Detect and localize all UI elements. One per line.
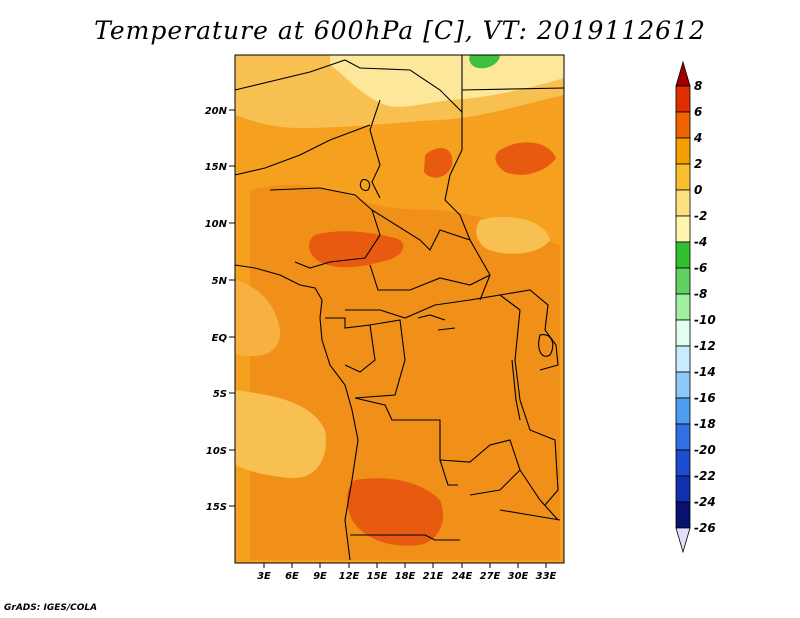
lat-axis: [229, 109, 235, 507]
lon-label: 30E: [508, 571, 529, 582]
field-hot-sudan: [495, 142, 556, 175]
colorbar-segment: [675, 189, 691, 217]
colorbar-segment: [675, 215, 691, 243]
lake-victoria: [538, 334, 554, 357]
border-great-lakes: [514, 309, 559, 506]
lat-label: 5N: [212, 276, 228, 287]
border-angola: [354, 397, 458, 486]
chart-title: Temperature at 600hPa [C], VT: 201911261…: [94, 16, 706, 45]
border-north-sahara: [234, 55, 463, 114]
lon-label: 3E: [257, 571, 271, 582]
colorbar-segment: [675, 319, 691, 347]
colorbar-label: -26: [694, 521, 716, 535]
colorbar-segment: [675, 423, 691, 451]
map-frame: [234, 54, 565, 564]
lon-label: 27E: [480, 571, 501, 582]
country-borders: [234, 55, 565, 561]
colorbar-label: -16: [694, 391, 716, 405]
colorbar-arrow-top: [675, 60, 691, 87]
lat-label: 20N: [205, 106, 228, 117]
colorbar-label: -2: [694, 209, 707, 223]
field-hot-south: [347, 478, 444, 546]
colorbar-segment: [675, 345, 691, 373]
field-mild-east: [476, 216, 550, 254]
lat-label: 15N: [205, 162, 228, 173]
colorbar-label: -22: [694, 469, 716, 483]
border-drc-west: [354, 319, 406, 399]
lat-label: 5S: [213, 389, 227, 400]
colorbar-segment: [675, 241, 691, 269]
lake-chad: [359, 179, 371, 191]
colorbar-label: -14: [694, 365, 716, 379]
colorbar-segment: [675, 449, 691, 477]
temperature-field: [235, 55, 564, 563]
colorbar-label: -10: [694, 313, 716, 327]
field-hot-nigeria: [308, 231, 404, 268]
border-east: [499, 289, 559, 371]
field-cool-north: [330, 55, 564, 107]
border-niger-chad: [369, 99, 381, 199]
colorbar-label: -18: [694, 417, 716, 431]
border-egypt-sudan: [461, 87, 565, 91]
colorbar-segment: [675, 371, 691, 399]
field-cold-patch: [469, 55, 500, 69]
colorbar-label: -4: [694, 235, 707, 249]
lon-label: 15E: [367, 571, 388, 582]
field-mild-west: [235, 280, 281, 357]
border-zambia: [439, 439, 521, 496]
border-sudan-chad: [444, 112, 471, 241]
colorbar-label: 0: [694, 183, 702, 197]
border-car: [369, 264, 491, 291]
lat-label: 15S: [206, 502, 227, 513]
coastline-west: [234, 264, 359, 561]
colorbar-segment: [675, 267, 691, 295]
river-congo: [417, 314, 456, 331]
colorbar: 8 6 4 2 0 -2 -4 -6 -8 -10 -12 -14 -16 -18 -20 -22 -24 -26: [675, 60, 716, 554]
colorbar-label: -8: [694, 287, 707, 301]
border-nigeria: [269, 187, 381, 269]
colorbar-label: 8: [694, 79, 702, 93]
border-namibia: [350, 534, 460, 541]
field-hot-chad: [424, 147, 453, 178]
colorbar-label: 2: [694, 157, 702, 171]
colorbar-label: -20: [694, 443, 716, 457]
colorbar-segment: [675, 475, 691, 503]
colorbar-segment: [675, 85, 691, 113]
lon-label: 21E: [423, 571, 444, 582]
border-west-sahel: [234, 124, 371, 176]
colorbar-label: -24: [694, 495, 716, 509]
lat-label: 10N: [205, 219, 228, 230]
lake-tanganyika: [511, 359, 521, 421]
colorbar-segment: [675, 293, 691, 321]
lon-label: 9E: [313, 571, 327, 582]
lon-label: 12E: [339, 571, 360, 582]
lat-label: EQ: [212, 333, 228, 344]
lat-label: 10S: [206, 446, 227, 457]
colorbar-arrow-bottom: [675, 527, 691, 554]
colorbar-label: 6: [694, 105, 702, 119]
colorbar-label: -6: [694, 261, 707, 275]
lon-label: 33E: [536, 571, 557, 582]
colorbar-label: -12: [694, 339, 716, 353]
lon-axis: [263, 563, 547, 568]
colorbar-segment: [675, 137, 691, 165]
footer-credit: GrADS: IGES/COLA: [4, 603, 98, 613]
colorbar-segment: [675, 397, 691, 425]
field-mild-southwest: [235, 390, 326, 479]
colorbar-segment: [675, 163, 691, 191]
colorbar-label: 4: [693, 131, 702, 145]
colorbar-segment: [675, 501, 691, 529]
lon-label: 18E: [395, 571, 416, 582]
colorbar-segment: [675, 111, 691, 139]
lon-label: 24E: [452, 571, 473, 582]
border-mozambique: [499, 469, 561, 521]
lon-label: 6E: [285, 571, 299, 582]
